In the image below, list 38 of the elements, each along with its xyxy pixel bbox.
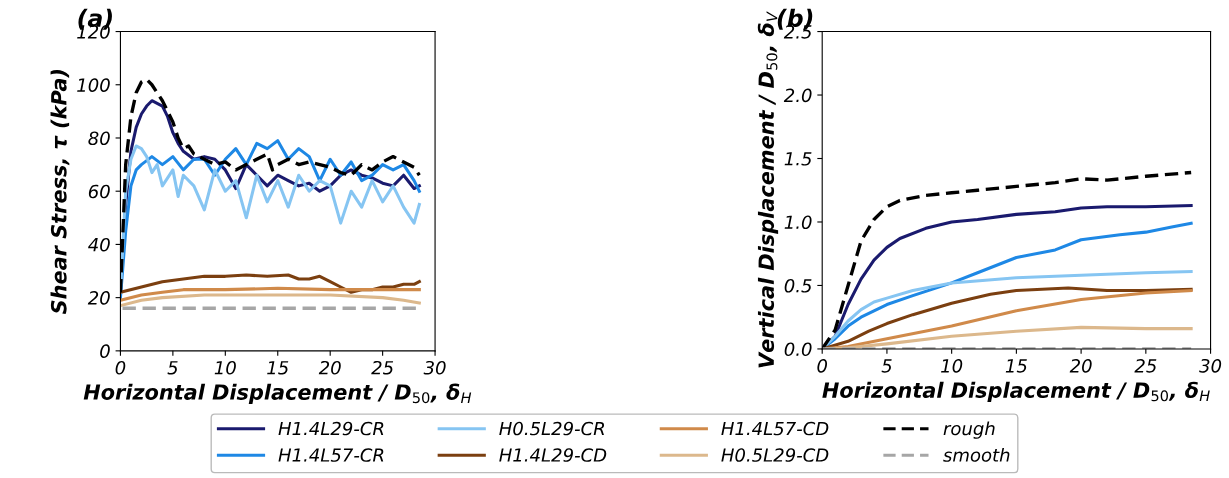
x-tick-label: 30 (1199, 358, 1222, 373)
x-tick-label: 20 (318, 360, 341, 375)
line-series (120, 286, 421, 302)
x-tick-label: 25 (371, 360, 394, 375)
y-tick-label: 2.0 (783, 88, 812, 103)
y-tick-label: 40 (88, 237, 110, 252)
x-tick-label: 15 (1005, 359, 1027, 373)
legend-label: H0.5L29-CR (499, 421, 605, 436)
legend-label: H1.4L57-CR (278, 448, 384, 462)
line-series (120, 293, 421, 308)
legend-label: rough (943, 421, 995, 439)
legend-label: H0.5L29-CD (721, 448, 829, 462)
y-tick-label: 0.0 (784, 342, 812, 357)
legend-label: H1.4L29-CR (278, 421, 384, 436)
y-tick-label: 0.5 (784, 278, 812, 293)
x-tick-label: 15 (267, 361, 289, 375)
y-tick-label: 0 (100, 344, 110, 358)
y-tick-label: 80 (88, 131, 110, 146)
y-tick-label: 100 (77, 78, 110, 92)
x-axis-title: Horizontal Displacement / D$_{50}$, δ$_{H}$ (822, 381, 1210, 403)
x-tick-label: 10 (941, 358, 963, 373)
x-tick-label: 30 (423, 360, 446, 375)
x-tick-label: 0 (817, 358, 828, 373)
y-tick-label: 60 (88, 184, 110, 199)
x-tick-label: 25 (1134, 358, 1157, 373)
x-tick-label: 10 (214, 360, 236, 375)
x-tick-label: 5 (881, 359, 892, 373)
x-axis-title: Horizontal Displacement / D$_{50}$, δ$_{H}$ (83, 383, 472, 404)
y-tick-label: 1.0 (784, 215, 812, 230)
legend-label: smooth (943, 447, 1010, 462)
x-tick-label: 5 (167, 361, 178, 375)
y-tick-label: 20 (87, 291, 110, 305)
x-tick-label: 20 (1069, 358, 1092, 373)
y-axis-title: Shear Stress, τ (kPa) (50, 69, 70, 315)
legend-label: H1.4L29-CD (499, 448, 607, 462)
y-tick-label: 1.5 (784, 152, 812, 166)
legend-label: H1.4L57-CD (721, 421, 829, 436)
x-tick-label: 0 (115, 360, 126, 375)
